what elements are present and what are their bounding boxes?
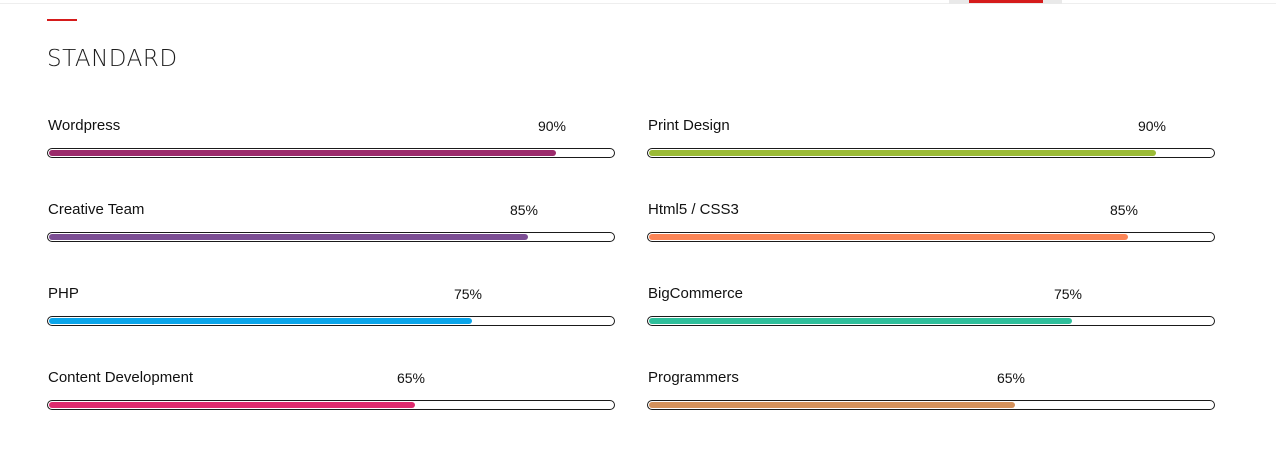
progress-track: [47, 316, 615, 326]
skill-item: Programmers 65%: [647, 362, 1217, 412]
skill-name: Programmers: [648, 369, 739, 386]
skill-item: Wordpress 90%: [47, 110, 617, 160]
progress-track: [47, 148, 615, 158]
progress-track: [647, 400, 1215, 410]
skill-name: Print Design: [648, 117, 730, 134]
skill-item: PHP 75%: [47, 278, 617, 328]
progress-track: [647, 232, 1215, 242]
skill-percent: 65%: [396, 370, 425, 386]
progress-fill: [649, 318, 1072, 324]
skill-name: Content Development: [48, 369, 194, 386]
progress-track: [47, 400, 615, 410]
skill-name: Html5 / CSS3: [648, 201, 739, 218]
progress-fill: [649, 150, 1156, 156]
skill-item: Html5 / CSS3 85%: [647, 194, 1217, 244]
skill-percent: 90%: [537, 118, 566, 134]
progress-track: [647, 148, 1215, 158]
progress-track: [47, 232, 615, 242]
skill-item: Content Development 65%: [47, 362, 617, 412]
skill-item: Creative Team 85%: [47, 194, 617, 244]
progress-fill: [49, 234, 528, 240]
skill-percent: 90%: [1137, 118, 1166, 134]
skill-item: Print Design 90%: [647, 110, 1217, 160]
progress-fill: [49, 318, 472, 324]
skills-grid: Wordpress 90% Print Design 90% Creative …: [47, 110, 1217, 412]
active-tab-indicator: [969, 0, 1043, 3]
skill-name: PHP: [48, 285, 79, 302]
progress-fill: [649, 402, 1015, 408]
title-accent-line: [47, 19, 77, 21]
section-title: STANDARD: [47, 46, 178, 72]
progress-fill: [649, 234, 1128, 240]
progress-fill: [49, 150, 556, 156]
top-divider: [0, 3, 1276, 4]
skill-name: Creative Team: [48, 201, 145, 218]
progress-track: [647, 316, 1215, 326]
skill-percent: 85%: [509, 202, 538, 218]
progress-fill: [49, 402, 415, 408]
skill-percent: 75%: [1053, 286, 1082, 302]
skill-percent: 85%: [1109, 202, 1138, 218]
skill-name: BigCommerce: [648, 285, 744, 302]
skill-item: BigCommerce 75%: [647, 278, 1217, 328]
skill-percent: 75%: [453, 286, 482, 302]
skill-name: Wordpress: [48, 117, 121, 134]
skill-percent: 65%: [996, 370, 1025, 386]
